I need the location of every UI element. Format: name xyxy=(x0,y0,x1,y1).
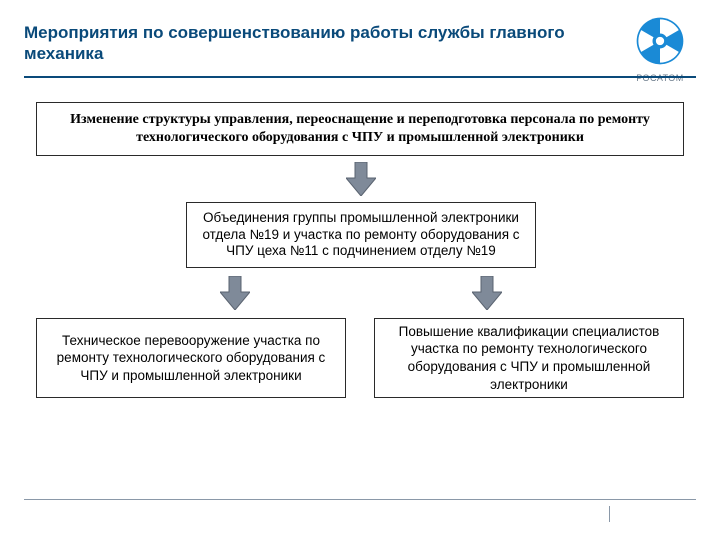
flow-node-mid-text: Объединения группы промышленной электрон… xyxy=(197,210,525,261)
header-rule xyxy=(24,76,696,78)
flow-node-br-text: Повышение квалификации специалистов учас… xyxy=(385,323,673,393)
arrow-down-icon xyxy=(472,276,502,310)
footer-separator xyxy=(609,506,610,522)
flow-node-bl-text: Техническое перевооружение участка по ре… xyxy=(47,332,335,385)
flow-node-bottom-left: Техническое перевооружение участка по ре… xyxy=(36,318,346,398)
arrow-down-icon xyxy=(220,276,250,310)
rosatom-logo-icon xyxy=(635,16,685,66)
footer-rule xyxy=(24,499,696,500)
flow-node-top-text: Изменение структуры управления, переосна… xyxy=(47,111,673,147)
rosatom-logo: РОСАТОМ xyxy=(624,16,696,83)
flow-node-bottom-right: Повышение квалификации специалистов учас… xyxy=(374,318,684,398)
slide-header: Мероприятия по совершенствованию работы … xyxy=(24,22,600,65)
flow-node-top: Изменение структуры управления, переосна… xyxy=(36,102,684,156)
rosatom-logo-label: РОСАТОМ xyxy=(624,73,696,83)
slide-title: Мероприятия по совершенствованию работы … xyxy=(24,22,600,65)
arrow-down-icon xyxy=(346,162,376,196)
flow-node-mid: Объединения группы промышленной электрон… xyxy=(186,202,536,268)
